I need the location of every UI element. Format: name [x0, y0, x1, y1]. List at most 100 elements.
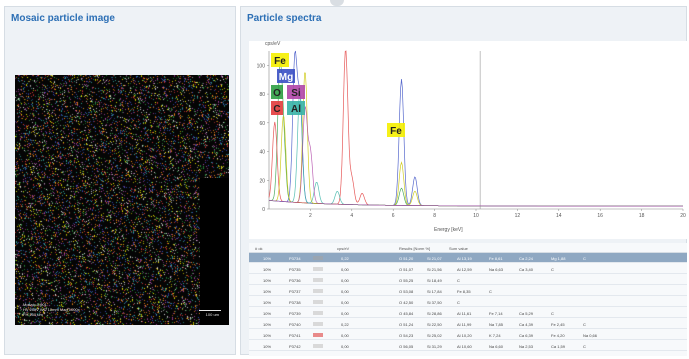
mosaic-particle-image[interactable]: Mosaic 0.001 HV 20kV WD 10mm Mag 1000x F… [15, 75, 229, 325]
table-row[interactable]: 10% P3737 0,00 O 53,08 Si 17,84 Fe 8,35 C [249, 286, 687, 296]
x-tick-label: 6 [392, 213, 395, 219]
table-cell-c7: C [583, 322, 586, 327]
row-color-swatch [313, 322, 323, 326]
mosaic-info-line: Mosaic 0.001 [23, 302, 47, 307]
table-cell-c2: Si 28,86 [427, 311, 442, 316]
x-tick-label: 8 [433, 213, 436, 219]
table-cell-c3: Al 11,61 [457, 311, 472, 316]
element-label-box [271, 53, 289, 67]
table-cell-c6: C [551, 311, 554, 316]
table-cell-c2: Si 31,29 [427, 344, 442, 349]
table-cell-c6: Fe 2,45 [551, 322, 565, 327]
table-cell-c2: Si 21,07 [427, 256, 442, 261]
column-header[interactable]: cps/eV [337, 246, 350, 251]
column-header[interactable]: # ok [255, 246, 263, 251]
mosaic-empty-region [200, 178, 229, 325]
y-tick-label: 60 [259, 121, 265, 127]
y-tick-label: 80 [259, 92, 265, 98]
table-cell-c1: O 55,25 [399, 278, 414, 283]
table-cell-c3: Al 10,60 [457, 344, 472, 349]
table-row[interactable]: 10% P3739 0,00 O 45,84 Si 28,86 Al 11,61 Fe 7,… [249, 308, 687, 318]
scale-bar [199, 310, 221, 311]
table-row[interactable]: 10% P3735 0,00 O 51,07 Si 21,56 Al 12,59 Na 6,… [249, 264, 687, 274]
table-cell-c4: Fe 8,61 [489, 256, 503, 261]
table-cell-c7: C [583, 344, 586, 349]
table-cell-c1: O 42,50 [399, 300, 414, 305]
spectrum-series-5 [268, 106, 683, 207]
x-tick-label: 14 [556, 213, 562, 219]
column-header[interactable]: Sum value [449, 246, 468, 251]
table-row[interactable]: 10% P3734 0,22 O 51,20 Si 21,07 Al 13,19 Fe 8,… [249, 253, 687, 263]
element-label: Fe [274, 56, 286, 67]
table-cell-sum: 0,00 [341, 344, 349, 349]
mosaic-info: Mosaic 0.001 HV 20kV WD 10mm Mag 1000x F… [23, 302, 80, 317]
row-color-swatch [313, 333, 323, 337]
table-cell-c2: Si 21,56 [427, 267, 442, 272]
table-cell-sum: 0,00 [341, 267, 349, 272]
x-tick-label: 16 [597, 213, 603, 219]
row-color-swatch [313, 300, 323, 304]
table-cell-c5: Na 2,53 [519, 344, 534, 349]
table-cell-name: P3735 [289, 267, 301, 272]
table-cell-name: P3742 [289, 344, 301, 349]
table-cell-c4: Na 7,85 [489, 322, 504, 327]
table-cell-name: P3734 [289, 256, 301, 261]
top-scroll-handle[interactable] [330, 0, 344, 6]
spectrum-chart[interactable]: cps/eV 2 4 6 8 10 12 14 16 18 20 0 20 40 60 80 100 Fe Mg O… [249, 41, 687, 239]
element-label: Mg [279, 72, 293, 83]
table-row[interactable]: 10% P3742 0,00 O 56,05 Si 31,29 Al 10,60 Na 6,… [249, 341, 687, 351]
x-tick-label: 2 [309, 213, 312, 219]
y-tick-label: 100 [257, 63, 266, 69]
spectra-panel: Particle spectra cps/eV 2 4 6 8 10 12 14 16 18 20… [240, 6, 687, 356]
x-axis-title: Energy [keV] [434, 227, 463, 233]
table-cell-c1: O 54,23 [399, 333, 414, 338]
table-cell-c1: O 56,05 [399, 344, 414, 349]
table-cell-c1: O 51,20 [399, 256, 414, 261]
table-cell-c1: O 53,08 [399, 289, 414, 294]
table-cell-name: P3738 [289, 300, 301, 305]
table-cell-sum: 0,22 [341, 256, 349, 261]
mosaic-info-line: HV 20kV WD 10mm Mag 1000x [23, 307, 80, 312]
table-cell-c2: Si 18,49 [427, 278, 442, 283]
table-cell-c5: Ca 4,39 [519, 322, 534, 327]
x-tick-label: 4 [350, 213, 353, 219]
table-cell-c7: Na 0,66 [583, 333, 598, 338]
table-cell-id: 10% [263, 267, 272, 272]
element-label-box [277, 69, 295, 83]
table-row[interactable]: 10% P3740 0,22 O 51,24 Si 22,50 Al 11,99 Na 7,… [249, 319, 687, 329]
spectrum-series-2 [268, 50, 683, 207]
table-row[interactable]: 10% P3741 0,00 O 54,23 Si 25,02 Al 10,20 K 7,2… [249, 330, 687, 340]
row-color-swatch [313, 267, 323, 271]
column-header[interactable]: Results [Norm %] [399, 246, 431, 251]
mosaic-panel: Mosaic particle image Mosaic 0.001 HV 20… [4, 6, 236, 355]
row-color-swatch [313, 256, 323, 260]
table-cell-sum: 0,22 [341, 322, 349, 327]
table-row[interactable]: 10% P3738 0,00 O 42,50 Si 37,50 C [249, 297, 687, 307]
y-tick-label: 0 [262, 207, 265, 213]
spectrum-series-3 [268, 72, 683, 207]
spectrum-series-0 [269, 61, 683, 207]
element-label-box [271, 85, 283, 99]
table-cell-name: P3741 [289, 333, 301, 338]
y-axis-unit: cps/eV [265, 41, 281, 47]
table-cell-c3: Fe 8,35 [457, 289, 471, 294]
table-cell-c3: Al 13,19 [457, 256, 472, 261]
table-cell-c2: Si 37,50 [427, 300, 442, 305]
table-cell-sum: 0,00 [341, 311, 349, 316]
x-tick-label: 10 [473, 213, 479, 219]
spectrum-series-4 [268, 90, 683, 207]
table-cell-c5: Ca 2,24 [519, 256, 534, 261]
table-cell-c2: Si 25,02 [427, 333, 442, 338]
table-cell-sum: 0,00 [341, 289, 349, 294]
spectrum-plot: 2 4 6 8 10 12 14 16 18 20 0 20 40 60 80 100 Fe Mg O Si C Al Fe [257, 50, 686, 219]
element-label-box [271, 101, 283, 115]
scale-label: 100 um [205, 312, 219, 317]
table-cell-sum: 0,00 [341, 300, 349, 305]
table-cell-c2: Si 17,84 [427, 289, 442, 294]
element-label: Al [291, 104, 301, 115]
table-cell-name: P3736 [289, 278, 301, 283]
table-cell-name: P3740 [289, 322, 301, 327]
table-cell-c5: Ca 5,29 [519, 311, 534, 316]
table-cell-id: 10% [263, 289, 272, 294]
table-row[interactable]: 10% P3736 0,00 O 55,25 Si 18,49 C [249, 275, 687, 285]
